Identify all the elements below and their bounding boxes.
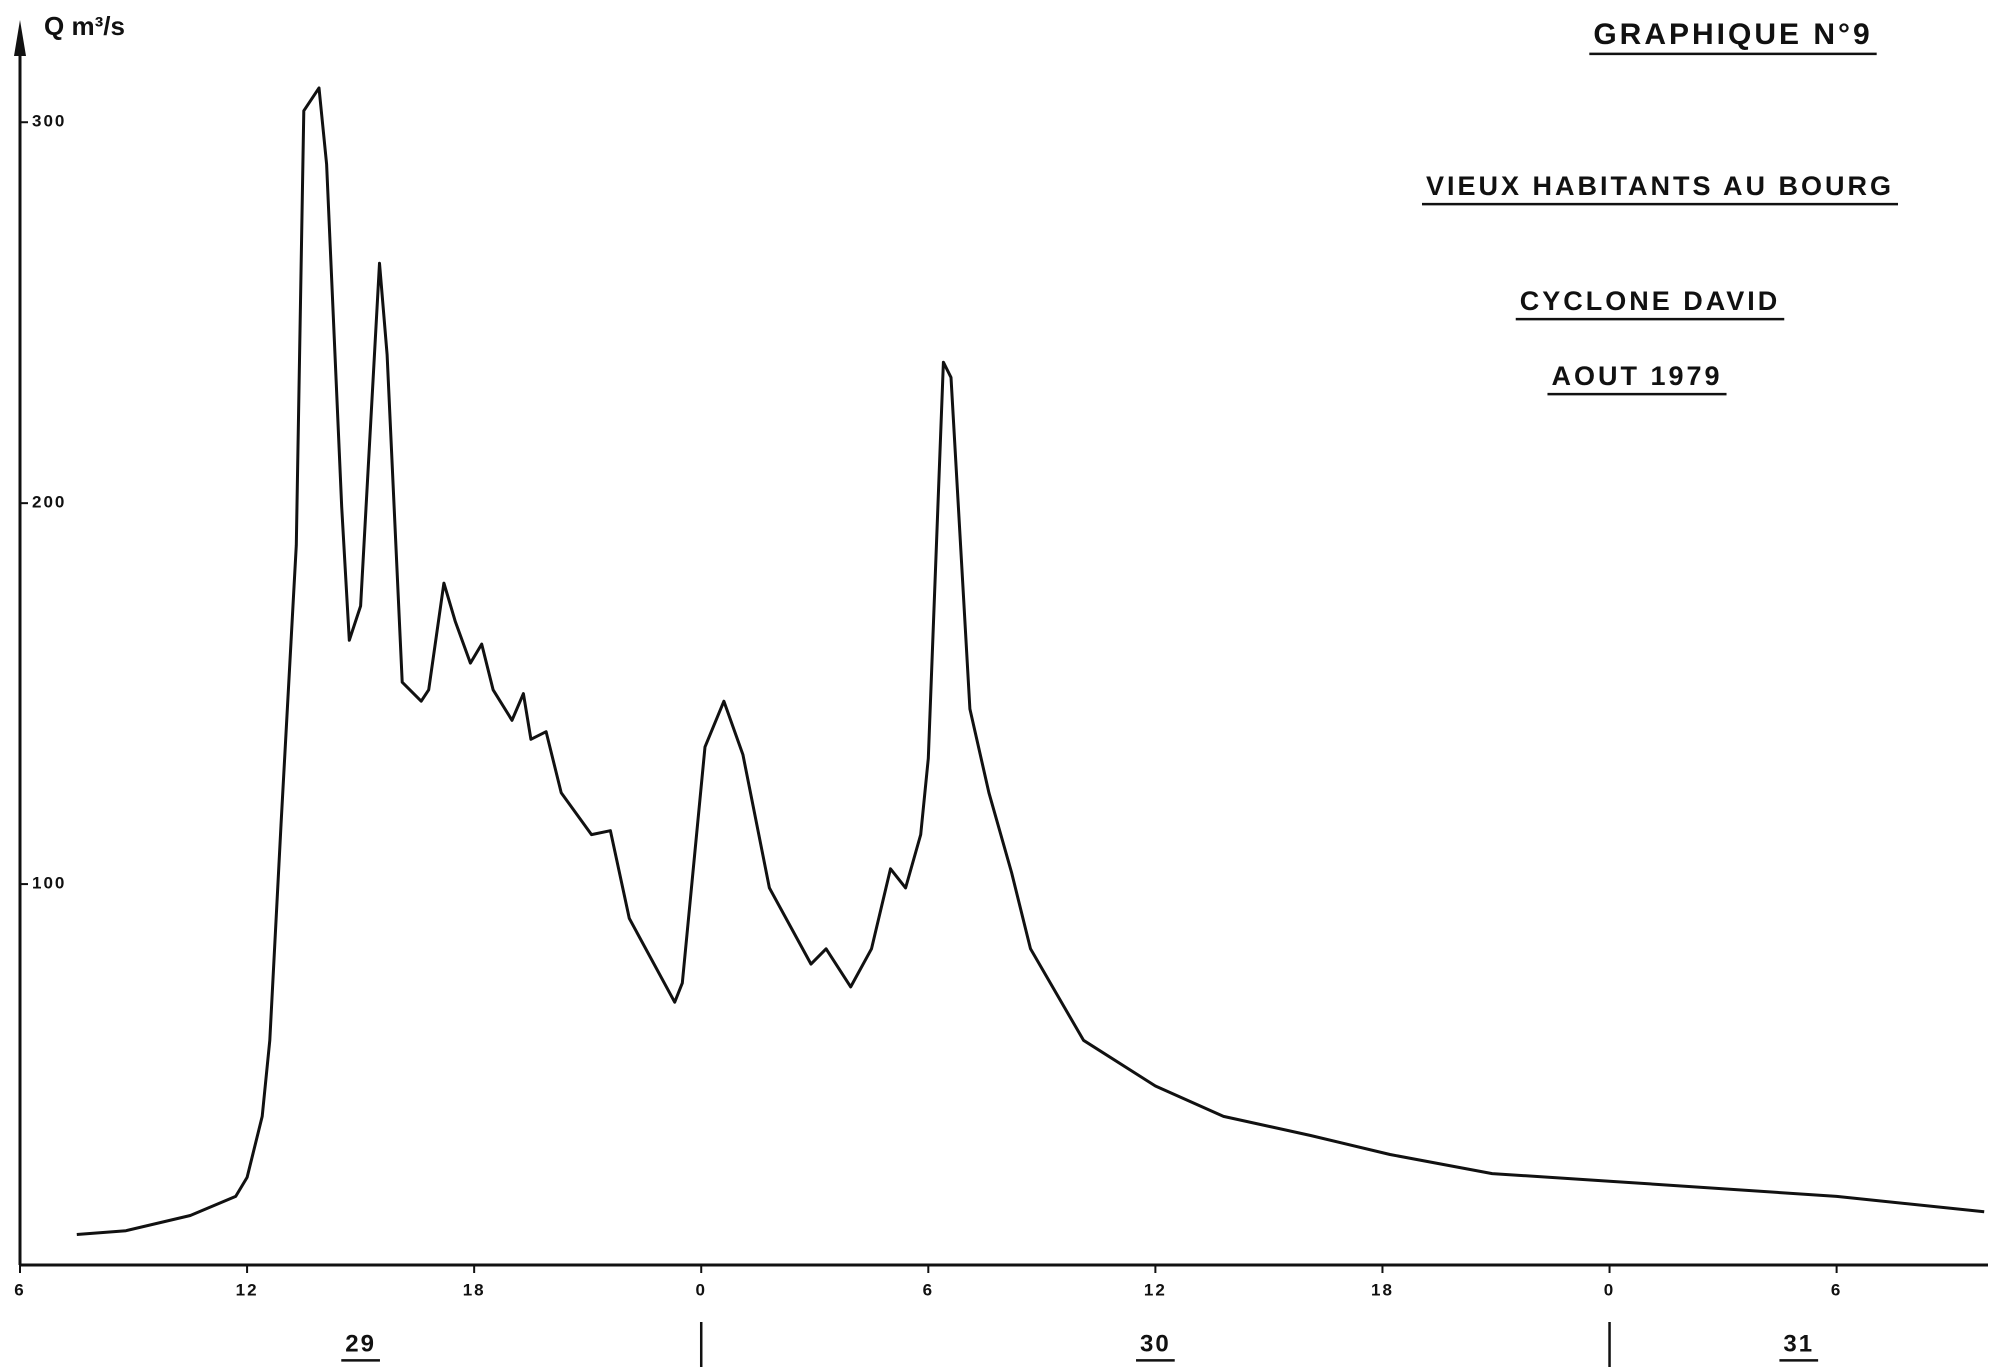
day-label: 31 — [1783, 1330, 1814, 1357]
y-tick-label: 200 — [32, 493, 66, 512]
day-label: 29 — [345, 1330, 376, 1357]
y-tick-label: 100 — [32, 874, 66, 893]
x-tick-label: 6 — [14, 1280, 25, 1299]
subtitle: AOUT 1979 — [1551, 361, 1722, 391]
axis-arrow — [14, 20, 26, 56]
x-tick-label: 18 — [1371, 1280, 1394, 1299]
subtitle: VIEUX HABITANTS AU BOURG — [1426, 171, 1894, 201]
x-tick-label: 12 — [1144, 1280, 1167, 1299]
x-tick-label: 6 — [1831, 1280, 1842, 1299]
x-tick-label: 12 — [236, 1280, 259, 1299]
line-series — [76, 86, 1985, 1236]
x-tick-label: 6 — [923, 1280, 934, 1299]
x-tick-label: 0 — [695, 1280, 706, 1299]
x-tick-label: 18 — [463, 1280, 486, 1299]
y-tick-label: 300 — [32, 112, 66, 131]
day-label: 30 — [1140, 1330, 1171, 1357]
y-axis-label: Q m³/s — [44, 11, 125, 41]
chart-title: GRAPHIQUE N°9 — [1593, 18, 1872, 51]
x-tick-label: 0 — [1604, 1280, 1615, 1299]
subtitle: CYCLONE DAVID — [1520, 286, 1781, 316]
